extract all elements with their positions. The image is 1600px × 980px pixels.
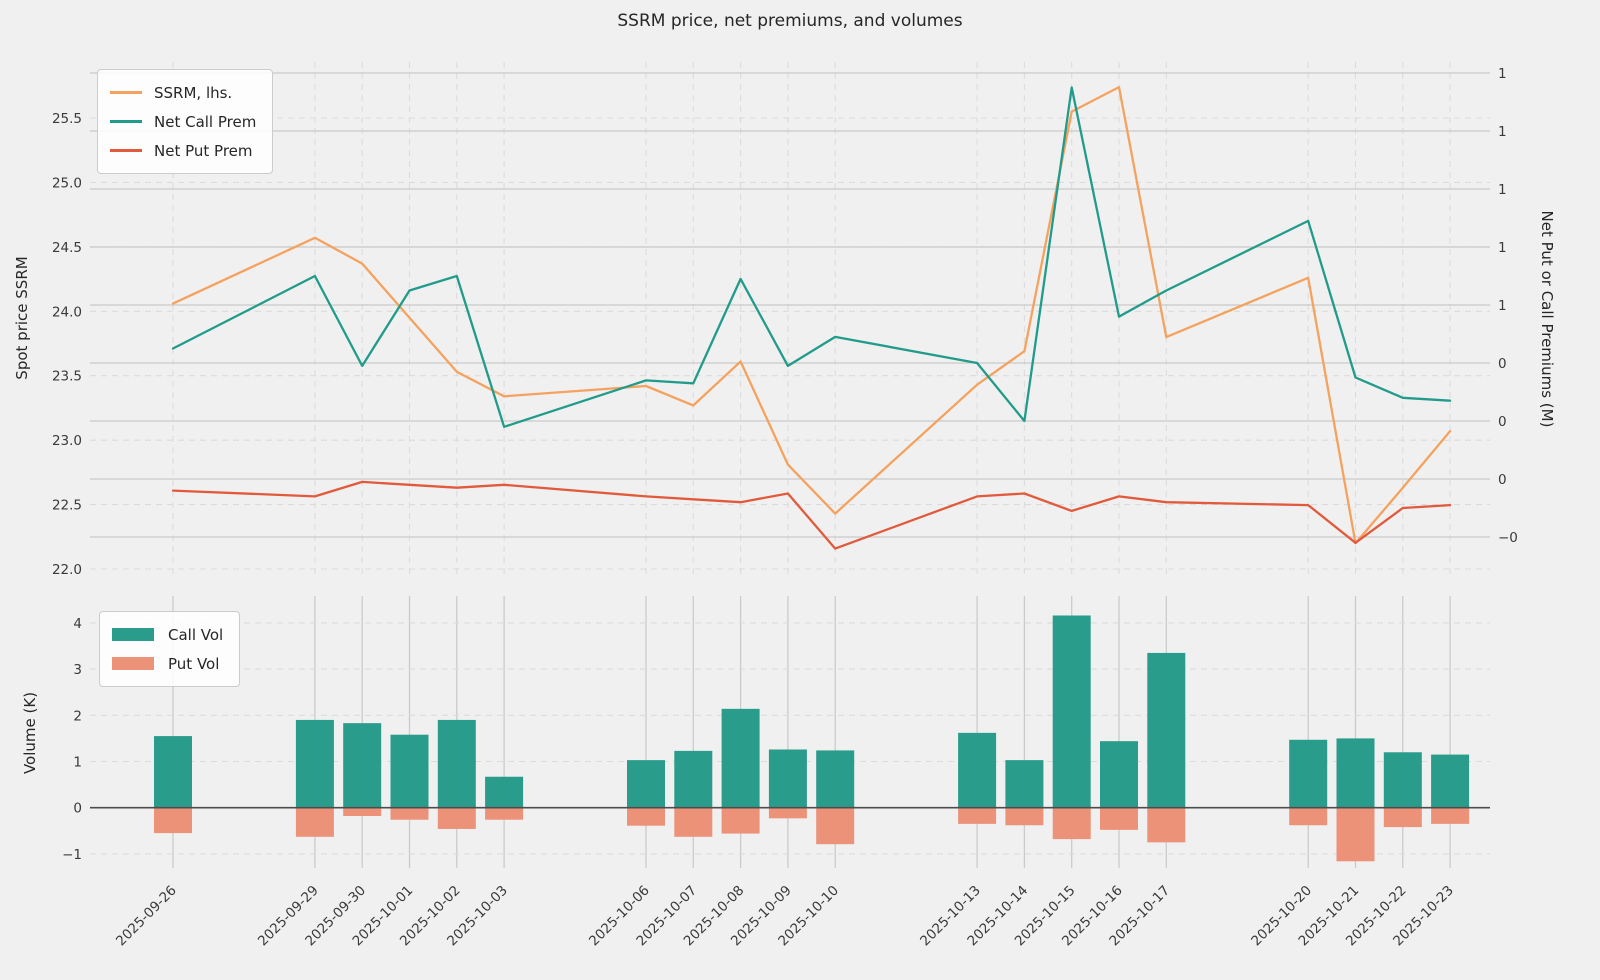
series-line-ssrm-lhs- [171,85,1452,545]
put-vol-bar [343,807,382,817]
net-call-line-swatch [110,120,142,123]
volume-bars [154,615,1470,862]
call-vol-bar [485,776,524,808]
bottom-legend: Call Vol Put Vol [99,611,241,687]
volume-tick-label: 1 [73,755,82,771]
put-vol-bar [674,807,713,837]
call-vol-bar [674,750,713,808]
call-vol-bar [721,708,760,808]
legend-item-ssrm: SSRM, lhs. [110,78,256,107]
put-vol-bar [437,807,476,829]
legend-label: Net Call Prem [154,112,257,131]
price-tick-label: 25.5 [52,111,82,127]
legend-label: Put Vol [168,654,220,673]
series-line-net-put-prem [171,480,1452,550]
call-vol-bar [816,750,855,808]
put-vol-bar [1052,807,1091,840]
put-vol-bar [390,807,429,820]
call-vol-bar [1383,752,1422,808]
call-vol-bar [768,749,807,808]
volume-tick-label: −1 [62,847,82,863]
put-vol-bar [154,807,192,834]
put-vol-bar [958,807,997,824]
legend-item-put-vol: Put Vol [112,649,223,678]
price-tick-label: 25.0 [52,175,82,191]
price-tick-label: 23.5 [52,369,82,385]
volume-axis-label: Volume (K) [21,691,39,775]
call-vol-bar [1052,615,1091,808]
premium-tick-label: 1 [1498,124,1507,140]
price-premium-lines [171,85,1452,550]
price-tick-label: 22.0 [52,562,82,578]
put-vol-bar [1100,807,1138,830]
call-vol-bar [154,736,192,808]
premium-tick-label: 0 [1498,472,1507,488]
net-put-line-swatch [110,149,142,152]
put-vol-bar [485,807,524,820]
call-vol-bar [1431,754,1470,808]
volume-tick-label: 4 [73,616,82,632]
price-tick-label: 23.0 [52,433,82,449]
premium-tick-label: 1 [1498,240,1507,256]
premium-tick-label: 1 [1498,298,1507,314]
call-vol-bar [390,734,429,808]
premium-tick-label: 0 [1498,356,1507,372]
date-tick-label: 2025-09-26 [113,883,180,950]
legend-label: Net Put Prem [154,141,253,160]
put-vol-bar [1289,807,1328,826]
call-vol-bar [1100,741,1138,808]
call-vol-bar [1147,652,1186,808]
ssrm-line-swatch [110,91,142,94]
call-vol-bar [295,719,334,808]
price-tick-label: 24.0 [52,304,82,320]
put-vol-bar [1383,807,1422,828]
call-vol-bar [343,723,382,808]
call-vol-bar [627,760,665,808]
put-vol-bar [721,807,760,834]
volume-tick-label: 0 [73,801,82,817]
volume-tick-label: 3 [73,662,82,678]
page-title: SSRM price, net premiums, and volumes [617,11,963,31]
premium-tick-label: 1 [1498,66,1507,82]
top-pane-gridlines [90,62,1490,576]
legend-item-net-put: Net Put Prem [110,136,256,165]
legend-item-net-call: Net Call Prem [110,107,256,136]
put-vol-bar [1336,807,1375,862]
price-tick-label: 22.5 [52,498,82,514]
put-vol-swatch [112,657,154,670]
legend-label: SSRM, lhs. [154,83,233,102]
call-vol-bar [1005,760,1044,808]
premium-tick-label: 0 [1498,414,1507,430]
premium-tick-label: −0 [1498,530,1518,546]
top-legend: SSRM, lhs. Net Call Prem Net Put Prem [97,69,274,174]
call-vol-swatch [112,628,154,641]
right-axis-label: Net Put or Call Premiums (M) [1538,210,1556,428]
left-axis-label: Spot price SSRM [13,256,31,380]
call-vol-bar [958,732,997,808]
legend-label: Call Vol [168,625,224,644]
call-vol-bar [1336,738,1375,808]
put-vol-bar [768,807,807,819]
premium-tick-label: 1 [1498,182,1507,198]
put-vol-bar [816,807,855,845]
put-vol-bar [1005,807,1044,826]
price-tick-label: 24.5 [52,240,82,256]
put-vol-bar [1147,807,1186,843]
put-vol-bar [1431,807,1470,824]
put-vol-bar [295,807,334,837]
call-vol-bar [1289,739,1328,808]
call-vol-bar [437,719,476,808]
legend-item-call-vol: Call Vol [112,620,223,649]
volume-tick-label: 2 [73,708,82,724]
series-line-net-call-prem [171,86,1452,428]
put-vol-bar [627,807,665,826]
